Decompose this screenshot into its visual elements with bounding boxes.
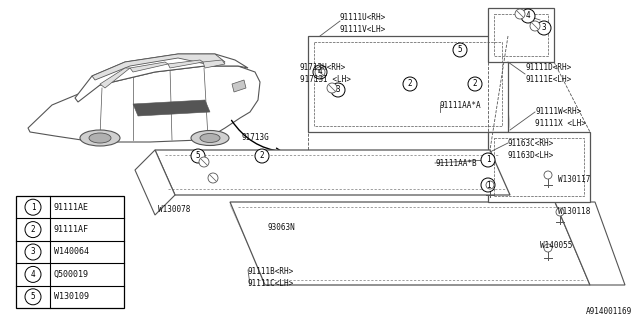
Text: 4: 4 (31, 270, 35, 279)
Text: 1: 1 (31, 203, 35, 212)
Text: 5: 5 (196, 151, 200, 161)
Circle shape (25, 289, 41, 305)
Polygon shape (230, 202, 590, 285)
Text: 93063N: 93063N (268, 223, 296, 233)
Circle shape (25, 221, 41, 237)
Polygon shape (92, 54, 225, 80)
Text: 3: 3 (541, 23, 547, 33)
Text: 1: 1 (486, 180, 490, 189)
Text: 91111X <LH>: 91111X <LH> (535, 119, 586, 129)
Circle shape (25, 199, 41, 215)
Circle shape (313, 65, 327, 79)
Text: 91111V<LH>: 91111V<LH> (340, 26, 387, 35)
Bar (494, 138, 584, 196)
Circle shape (468, 77, 482, 91)
Text: 91713G: 91713G (242, 133, 269, 142)
Ellipse shape (200, 133, 220, 142)
Polygon shape (135, 150, 175, 215)
Text: 91163C<RH>: 91163C<RH> (508, 139, 554, 148)
Text: W130117: W130117 (558, 175, 590, 185)
Text: W130078: W130078 (158, 205, 190, 214)
Circle shape (331, 83, 345, 97)
Polygon shape (100, 68, 130, 88)
Polygon shape (203, 60, 225, 68)
Circle shape (255, 149, 269, 163)
Text: 91713I <LH>: 91713I <LH> (300, 76, 351, 84)
Ellipse shape (80, 130, 120, 146)
Text: 91111B<RH>: 91111B<RH> (248, 268, 294, 276)
Text: 91111U<RH>: 91111U<RH> (340, 13, 387, 22)
Bar (16, 196, 124, 308)
Text: W140055: W140055 (540, 241, 572, 250)
Polygon shape (232, 80, 246, 92)
Polygon shape (168, 60, 203, 68)
Text: 2: 2 (408, 79, 412, 89)
Circle shape (199, 157, 209, 167)
Circle shape (25, 244, 41, 260)
Circle shape (486, 181, 494, 189)
Text: 2: 2 (473, 79, 477, 89)
Text: Q500019: Q500019 (54, 270, 89, 279)
Text: 2: 2 (31, 225, 35, 234)
Text: W140064: W140064 (54, 247, 89, 257)
Circle shape (521, 9, 535, 23)
Text: 91111AE: 91111AE (54, 203, 89, 212)
Text: 3: 3 (31, 247, 35, 257)
Text: 91163D<LH>: 91163D<LH> (508, 150, 554, 159)
Ellipse shape (89, 133, 111, 143)
Text: A914001169: A914001169 (586, 307, 632, 316)
Circle shape (315, 67, 325, 77)
Circle shape (403, 77, 417, 91)
Polygon shape (75, 54, 248, 102)
Bar (494, 14, 548, 56)
Text: 91111D<RH>: 91111D<RH> (525, 63, 572, 73)
Circle shape (481, 153, 495, 167)
Text: 91713H<RH>: 91713H<RH> (300, 63, 346, 73)
Circle shape (515, 9, 525, 19)
Circle shape (544, 244, 552, 252)
Circle shape (327, 83, 337, 93)
Text: 5: 5 (458, 45, 462, 54)
Circle shape (530, 21, 540, 31)
Text: 91111AF: 91111AF (54, 225, 89, 234)
Circle shape (544, 171, 552, 179)
Text: 3: 3 (336, 85, 340, 94)
Text: 91111E<LH>: 91111E<LH> (525, 76, 572, 84)
Polygon shape (488, 132, 590, 202)
Ellipse shape (191, 131, 229, 146)
Text: 91111AA*B: 91111AA*B (435, 158, 477, 167)
Circle shape (191, 149, 205, 163)
Polygon shape (308, 36, 508, 132)
Circle shape (453, 43, 467, 57)
Circle shape (208, 173, 218, 183)
Circle shape (556, 208, 564, 216)
Polygon shape (488, 8, 554, 62)
Text: 91111W<RH>: 91111W<RH> (535, 108, 581, 116)
Bar (314, 42, 502, 126)
Text: 1: 1 (486, 156, 490, 164)
Polygon shape (130, 62, 168, 72)
Circle shape (537, 21, 551, 35)
Text: 91111AA*A: 91111AA*A (440, 100, 482, 109)
Text: W130109: W130109 (54, 292, 89, 301)
Text: 91111C<LH>: 91111C<LH> (248, 279, 294, 289)
Text: 2: 2 (260, 151, 264, 161)
Polygon shape (155, 150, 510, 195)
Text: 4: 4 (525, 12, 531, 20)
Circle shape (481, 178, 495, 192)
Polygon shape (133, 100, 210, 116)
Text: 5: 5 (31, 292, 35, 301)
Text: W130118: W130118 (558, 207, 590, 217)
Text: 4: 4 (317, 68, 323, 76)
Polygon shape (555, 202, 625, 285)
Circle shape (25, 266, 41, 282)
Polygon shape (28, 66, 260, 142)
